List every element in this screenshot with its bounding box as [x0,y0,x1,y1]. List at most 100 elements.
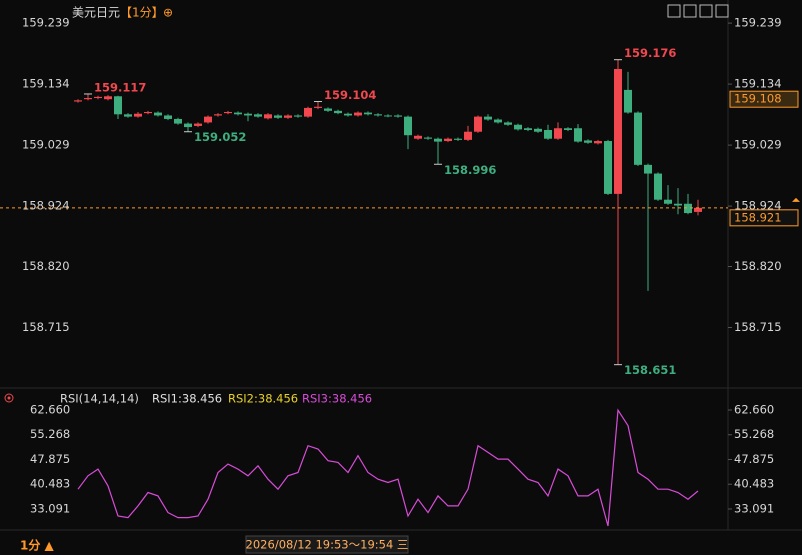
rsi-tick-label-right: 62.660 [734,403,774,417]
rsi-legend: RSI2:38.456 [228,392,298,406]
candle-body [424,137,432,139]
candle-body [494,119,502,123]
candle-body [524,128,532,130]
last-price-box [729,209,799,227]
candle-body [434,138,442,142]
rsi-tick-label-right: 33.091 [734,501,774,515]
y-tick-label-right: 158.820 [734,259,782,273]
candle-body [604,141,612,194]
rsi-legend: RSI3:38.456 [302,392,372,406]
rsi-tick-label: 47.875 [30,452,70,466]
candle-body [194,123,202,126]
candle-body [584,140,592,143]
reference-price: 159.108 [734,92,782,106]
annotation-label: 159.176 [624,46,676,60]
rsi-tick-label: 55.268 [30,427,70,441]
candle-body [384,115,392,117]
add-icon[interactable]: ⊕ [163,6,173,20]
candle-body [124,114,132,117]
y-tick-label: 158.924 [22,199,70,213]
y-tick-label: 158.820 [22,259,70,273]
candle-body [364,112,372,115]
candle-body [674,203,682,206]
rsi-tick-label-right: 55.268 [734,427,774,441]
y-tick-label: 159.239 [22,16,70,30]
candle-body [544,129,552,139]
candle-body [654,173,662,200]
candle-body [314,106,322,108]
candle-body [454,138,462,140]
period: 【1分】 [120,6,164,20]
y-tick-label: 158.715 [22,320,70,334]
y-tick-label-right: 158.715 [734,320,782,334]
candle-body [104,96,112,100]
candle-body [664,199,672,204]
candle-body [334,110,342,114]
candle-body [404,116,412,136]
candle-body [114,96,122,115]
reference-box [729,90,799,108]
candle-body [304,107,312,117]
candle-body [564,128,572,130]
time-range: 2026/08/12 19:53～19:54 三 [246,538,409,552]
rsi-line [77,408,699,527]
time-box [245,535,409,554]
rsi-tick-label: 40.483 [30,477,70,491]
settings-icon-dot [7,396,11,400]
candle-body [254,114,262,117]
candle-body [94,96,102,99]
rsi-tick-label-right: 47.875 [734,452,774,466]
rsi-legend: RSI1:38.456 [152,392,222,406]
candle-body [614,68,622,194]
period-selector[interactable]: 1分 ▲ [20,538,55,553]
settings-icon[interactable] [4,393,14,403]
candle-body [154,112,162,116]
candle-body [164,115,172,119]
y-tick-label-right: 159.029 [734,138,782,152]
candle-body [144,111,152,114]
candle-body [414,135,422,139]
chart-title: 美元日元 [72,6,120,20]
candle-body [74,100,82,102]
candle-body [214,114,222,116]
candle-body [264,114,272,119]
candle-body [204,116,212,123]
candle-body [274,115,282,118]
candle-body [134,113,142,117]
candle-body [184,123,192,128]
price-marker [792,197,800,202]
candle-body [684,203,692,214]
annotation-label: 158.996 [444,163,496,177]
rsi-tick-label: 33.091 [30,501,70,515]
candle-body [284,115,292,118]
y-tick-label: 159.134 [22,77,70,91]
candle-body [84,98,92,100]
rsi-label: RSI(14,14,14) [60,392,139,406]
rsi-tick-label: 62.660 [30,403,70,417]
candle-body [624,89,632,113]
y-tick-label-right: 159.134 [734,77,782,91]
candle-body [234,112,242,115]
candle-body [464,131,472,140]
candle-body [354,112,362,116]
candle-body [174,118,182,124]
y-tick-label: 159.029 [22,138,70,152]
candle-body [504,122,512,125]
rsi-tick-label-right: 40.483 [734,477,774,491]
candle-body [634,112,642,165]
candle-body [244,113,252,116]
candle-body [594,141,602,144]
annotation-label: 159.104 [324,88,376,102]
candle-body [554,128,562,139]
last-price: 158.921 [734,210,782,224]
y-tick-label-right: 158.924 [734,199,782,213]
candle-body [514,124,522,130]
annotation-label: 159.052 [194,130,246,144]
annotation-label: 158.651 [624,363,676,377]
candle-body [644,164,652,174]
toolbar[interactable] [667,4,729,18]
candle-body [444,138,452,142]
candle-body [534,128,542,132]
